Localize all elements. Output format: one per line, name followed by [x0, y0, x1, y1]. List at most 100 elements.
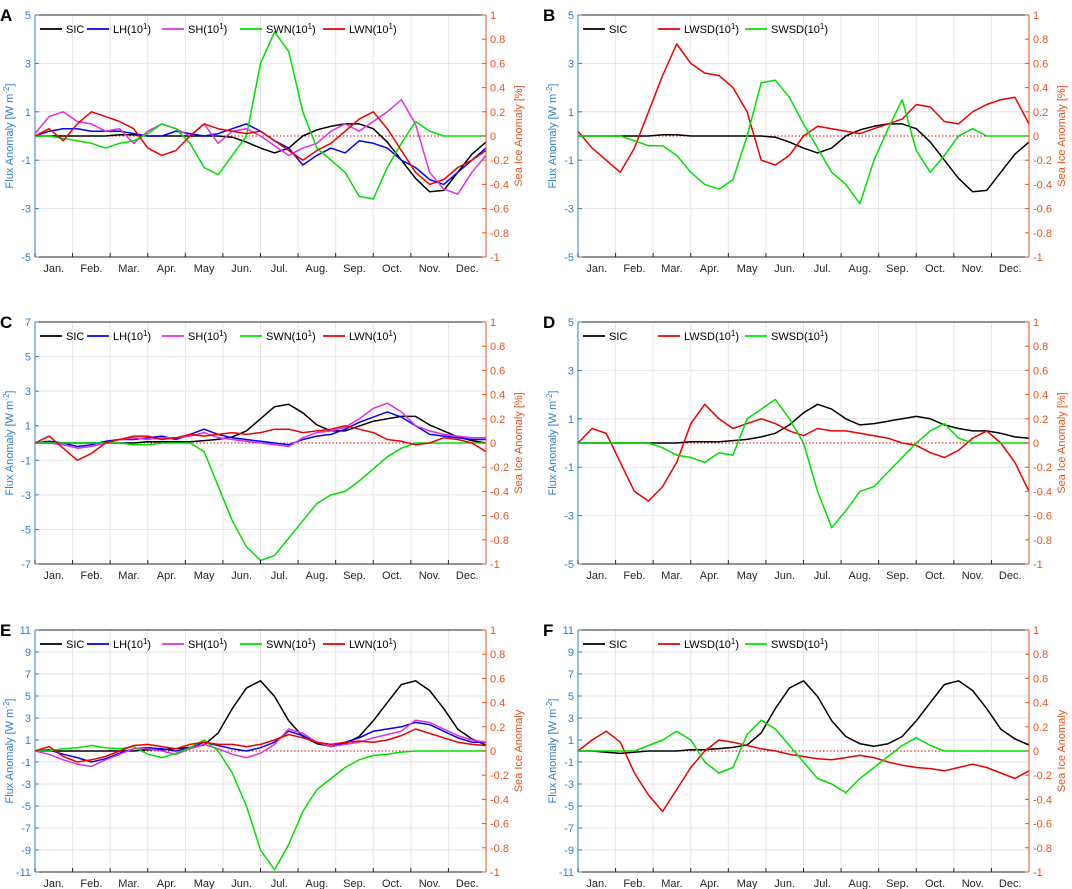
y2-tick-label: 0.4: [1033, 83, 1048, 95]
y-tick-label: -1: [21, 757, 31, 769]
y-tick-label: -5: [564, 252, 574, 264]
y-tick-label: 5: [25, 352, 31, 364]
y-tick-label: 3: [25, 386, 31, 398]
x-tick-label: Oct.: [925, 570, 945, 582]
x-tick-label: Jan.: [586, 570, 607, 582]
y-tick-label: -1: [564, 155, 574, 167]
panel-b: -5 -3 -1 1 3 5 -1 -0.8 -0.6 -0.4 -0.2 0 0.2 0.4 0.6 0.8…: [543, 6, 1068, 275]
series-line-swn: [35, 739, 486, 871]
legend-label: SWSD(101): [771, 329, 828, 343]
legend-label: LWN(101): [349, 22, 397, 36]
y-tick-label: -5: [21, 252, 31, 264]
y-tick-label: -5: [21, 801, 31, 813]
x-tick-label: Mar.: [661, 263, 682, 275]
x-tick-label: Jun.: [231, 263, 252, 275]
x-tick-label: Oct.: [925, 263, 945, 275]
y-tick-label: -7: [21, 823, 31, 835]
y2-tick-label: -0.2: [490, 462, 509, 474]
y2-tick-label: -0.2: [1033, 155, 1052, 167]
y-tick-label: 1: [568, 735, 574, 747]
legend-label: SIC: [66, 639, 84, 651]
y2-tick-label: 0.8: [1033, 341, 1048, 353]
y-tick-label: -3: [564, 204, 574, 216]
y-tick-label: 5: [568, 317, 574, 329]
y-tick-label: 1: [25, 107, 31, 119]
y2-axis-label: Sea Ice Anomaly [%]: [513, 85, 525, 187]
x-tick-label: Feb.: [80, 263, 102, 275]
y-tick-label: 3: [568, 58, 574, 70]
legend-label: SIC: [66, 24, 84, 36]
series-line-lwsd: [577, 730, 1030, 813]
y-axis-label: Flux Anomaly [W m-2]: [545, 391, 559, 496]
x-tick-label: Dec.: [456, 570, 479, 582]
y-axis-label: Flux Anomaly [W m-2]: [545, 699, 559, 804]
legend-label: SWN(101): [266, 329, 316, 343]
legend-label: SWSD(101): [771, 22, 828, 36]
x-tick-label: Oct.: [382, 263, 402, 275]
legend-label: SH(101): [188, 637, 227, 651]
y2-tick-label: -0.8: [1033, 228, 1052, 240]
legend: SIC LH(101) SH(101) SWN(101) LWN(101): [40, 22, 397, 36]
y2-tick-label: -0.4: [1033, 179, 1052, 191]
legend: SIC LH(101) SH(101) SWN(101) LWN(101): [40, 329, 397, 343]
series-line-sh: [34, 98, 487, 195]
x-tick-label: Oct.: [925, 878, 945, 889]
y-axis-label: Flux Anomaly [W m-2]: [2, 391, 16, 496]
x-tick-label: Aug.: [306, 878, 329, 889]
y2-tick-label: 1: [490, 10, 496, 22]
y2-tick-label: -0.6: [490, 204, 509, 216]
y2-axis-label: Sea Ice Anomaly: [513, 709, 525, 792]
x-tick-label: Jul.: [271, 263, 288, 275]
y2-tick-label: 0.2: [490, 414, 505, 426]
y2-tick-label: 0.6: [490, 365, 505, 377]
y-tick-label: 5: [25, 10, 31, 22]
y2-tick-label: -0.8: [490, 535, 509, 547]
x-tick-label: Oct.: [382, 570, 402, 582]
y-tick-label: -3: [21, 490, 31, 502]
y-tick-label: 11: [563, 625, 574, 637]
x-tick-label: Dec.: [999, 570, 1022, 582]
y2-tick-label: -0.6: [1033, 819, 1052, 831]
y2-tick-label: 0.2: [490, 722, 505, 734]
x-tick-label: Feb.: [623, 263, 645, 275]
y-tick-label: 3: [25, 713, 31, 725]
y2-tick-label: 0.8: [490, 34, 505, 46]
y2-tick-label: -1: [1033, 559, 1043, 571]
legend-label: LWSD(101): [684, 329, 739, 343]
y-tick-label: -9: [21, 845, 31, 857]
panel-f: -11-9-7-5-3-11357911-1-0.8-0.6-0.4-0.200…: [543, 621, 1068, 889]
x-tick-label: Oct.: [382, 878, 402, 889]
y2-tick-label: -1: [490, 559, 500, 571]
legend-label: LH(101): [113, 22, 151, 36]
x-tick-label: Sep.: [886, 263, 909, 275]
series-line-swn: [35, 31, 486, 200]
x-tick-label: Nov.: [419, 878, 441, 889]
y2-tick-label: -0.6: [1033, 511, 1052, 523]
legend-label: LH(101): [113, 637, 151, 651]
panel-letter: D: [543, 313, 555, 332]
legend-label: SIC: [609, 331, 627, 343]
y-tick-label: -1: [564, 757, 574, 769]
x-tick-label: Aug.: [849, 570, 872, 582]
series-line-sic: [578, 123, 1030, 193]
y-tick-label: 11: [20, 625, 31, 637]
y-tick-label: -11: [16, 867, 31, 879]
y2-tick-label: 0.6: [1033, 58, 1048, 70]
x-tick-label: Jul.: [814, 878, 831, 889]
x-tick-label: Apr.: [700, 878, 720, 889]
series-line-sic: [578, 680, 1030, 755]
x-tick-label: Apr.: [157, 878, 177, 889]
y2-tick-label: 0: [490, 438, 496, 450]
x-tick-label: May: [194, 570, 215, 582]
series-line-sic: [35, 680, 487, 752]
y2-tick-label: 0: [490, 131, 496, 143]
y-tick-label: 3: [568, 713, 574, 725]
x-tick-label: Jan.: [43, 263, 64, 275]
y2-tick-label: -1: [1033, 252, 1043, 264]
legend-label: SH(101): [188, 22, 227, 36]
panel-letter: E: [0, 621, 11, 640]
y-tick-label: -1: [21, 455, 31, 467]
x-tick-label: Jul.: [814, 570, 831, 582]
y2-tick-label: 0.4: [490, 83, 505, 95]
